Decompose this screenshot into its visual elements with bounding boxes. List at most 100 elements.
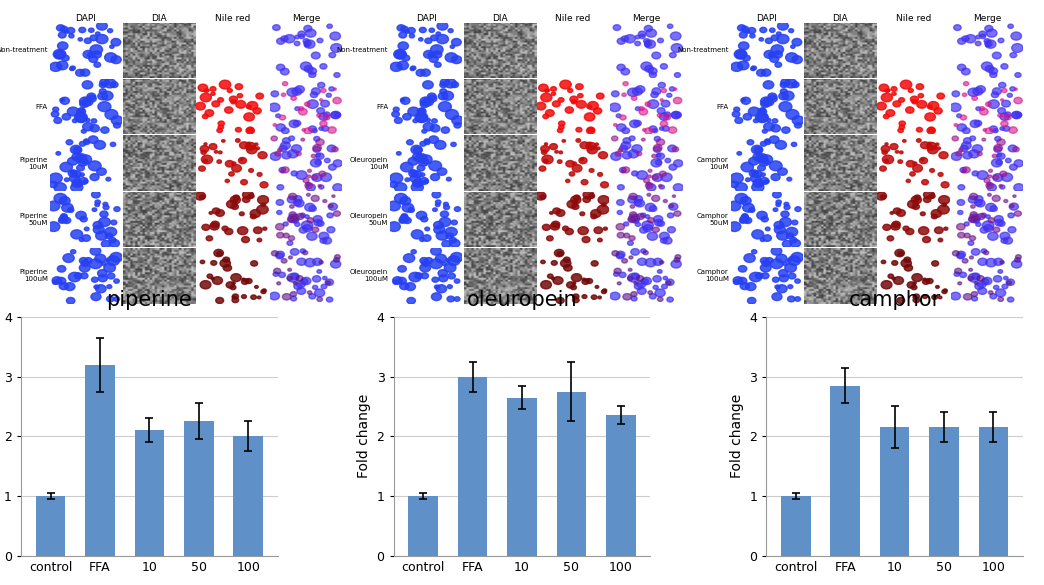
Circle shape: [559, 125, 564, 129]
Circle shape: [65, 178, 69, 181]
Circle shape: [52, 280, 58, 284]
Circle shape: [764, 180, 769, 183]
Circle shape: [88, 53, 94, 57]
Circle shape: [305, 183, 312, 188]
Circle shape: [424, 140, 430, 144]
Circle shape: [308, 68, 316, 74]
Bar: [781, 496, 810, 556]
Circle shape: [974, 199, 982, 206]
Circle shape: [613, 25, 620, 30]
Circle shape: [1011, 32, 1021, 40]
Circle shape: [663, 199, 667, 202]
Circle shape: [287, 196, 296, 203]
Circle shape: [631, 296, 637, 301]
Circle shape: [787, 177, 791, 181]
Circle shape: [752, 230, 763, 239]
Circle shape: [596, 147, 600, 150]
Circle shape: [1012, 44, 1023, 52]
Circle shape: [939, 173, 943, 176]
Circle shape: [72, 171, 81, 178]
Circle shape: [639, 31, 646, 37]
Circle shape: [931, 214, 938, 219]
Circle shape: [981, 62, 993, 70]
Circle shape: [631, 216, 638, 221]
Circle shape: [623, 233, 630, 238]
Circle shape: [232, 296, 236, 299]
Circle shape: [90, 35, 97, 40]
Circle shape: [81, 235, 91, 242]
Circle shape: [438, 270, 448, 277]
Circle shape: [645, 66, 654, 72]
Circle shape: [206, 236, 213, 241]
Circle shape: [912, 282, 917, 284]
Circle shape: [305, 102, 310, 106]
Circle shape: [296, 152, 302, 156]
Circle shape: [307, 291, 312, 294]
Circle shape: [442, 240, 451, 247]
Circle shape: [670, 32, 681, 40]
Circle shape: [550, 87, 556, 91]
Circle shape: [731, 181, 738, 188]
Circle shape: [1010, 203, 1018, 210]
Circle shape: [322, 126, 329, 131]
Circle shape: [210, 87, 216, 91]
Circle shape: [891, 87, 897, 91]
Circle shape: [56, 25, 65, 31]
Circle shape: [663, 237, 672, 244]
Circle shape: [788, 256, 801, 266]
Circle shape: [400, 197, 410, 205]
Circle shape: [612, 136, 618, 141]
Circle shape: [661, 64, 667, 69]
Circle shape: [71, 250, 76, 254]
Circle shape: [402, 55, 409, 61]
Text: Nile red: Nile red: [896, 14, 931, 23]
Circle shape: [437, 168, 447, 176]
Circle shape: [598, 195, 609, 204]
Circle shape: [323, 199, 327, 202]
Circle shape: [319, 99, 323, 101]
Circle shape: [287, 273, 299, 282]
Circle shape: [108, 273, 115, 279]
Circle shape: [403, 218, 411, 223]
Circle shape: [980, 213, 987, 218]
Circle shape: [777, 35, 789, 44]
Circle shape: [291, 171, 298, 176]
Text: Nile red: Nile red: [215, 14, 251, 23]
Circle shape: [744, 254, 755, 263]
Circle shape: [623, 294, 632, 300]
Circle shape: [1015, 257, 1021, 262]
Circle shape: [410, 67, 414, 71]
Circle shape: [651, 159, 662, 167]
Circle shape: [1003, 237, 1013, 244]
Circle shape: [903, 140, 906, 142]
Circle shape: [313, 144, 322, 151]
Circle shape: [906, 229, 914, 235]
Circle shape: [780, 82, 787, 88]
Circle shape: [578, 227, 589, 235]
Circle shape: [975, 42, 981, 46]
Circle shape: [68, 208, 74, 212]
Text: Camphor
100uM: Camphor 100uM: [697, 270, 729, 283]
Circle shape: [757, 211, 767, 219]
Circle shape: [779, 92, 788, 100]
Circle shape: [988, 100, 999, 108]
Circle shape: [1001, 64, 1007, 69]
Circle shape: [972, 171, 978, 176]
Circle shape: [984, 178, 990, 183]
Circle shape: [928, 127, 934, 132]
Circle shape: [968, 88, 979, 97]
Circle shape: [591, 209, 601, 218]
Circle shape: [619, 272, 626, 277]
Circle shape: [645, 259, 656, 267]
Circle shape: [56, 152, 61, 155]
Circle shape: [986, 102, 991, 106]
Circle shape: [72, 179, 82, 187]
Circle shape: [660, 127, 664, 130]
Circle shape: [658, 108, 665, 113]
Circle shape: [642, 277, 651, 285]
Circle shape: [632, 273, 640, 279]
Circle shape: [547, 274, 553, 278]
Circle shape: [760, 238, 765, 242]
Circle shape: [760, 264, 772, 272]
Circle shape: [974, 121, 981, 126]
